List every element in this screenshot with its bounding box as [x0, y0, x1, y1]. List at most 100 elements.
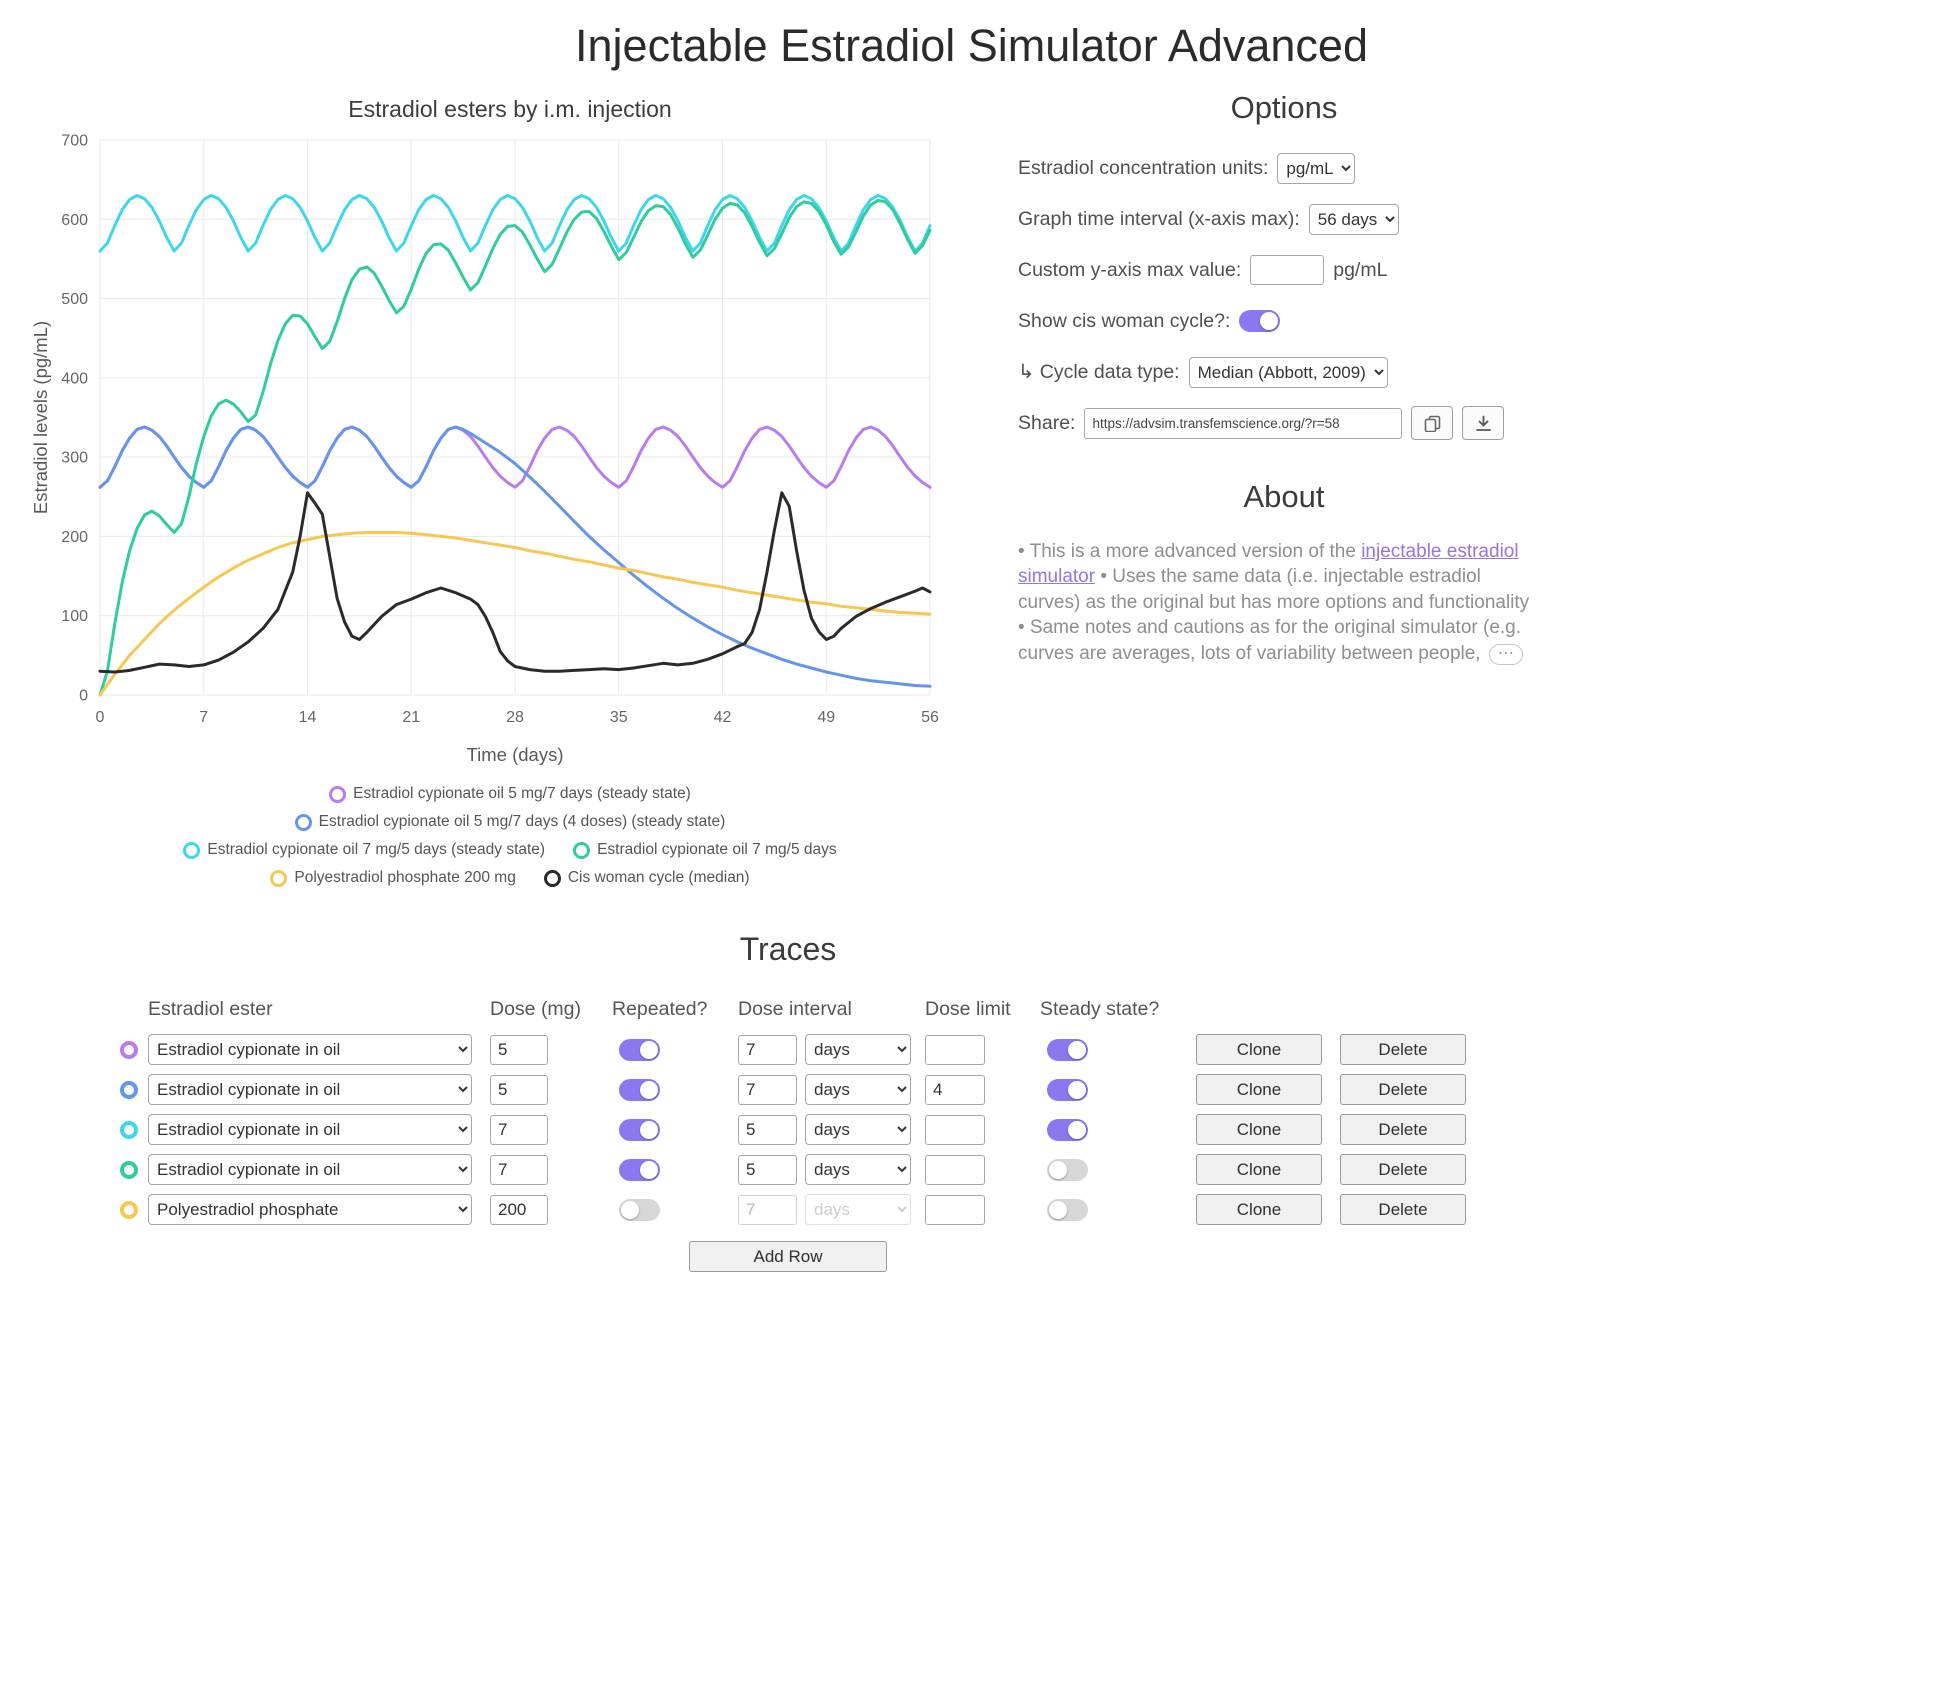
- show-cycle-toggle[interactable]: [1239, 310, 1281, 332]
- dose-interval-input[interactable]: [738, 1074, 797, 1105]
- toggle-knob: [1068, 1120, 1086, 1139]
- col-header-steady: Steady state?: [1040, 998, 1160, 1020]
- svg-text:7: 7: [199, 709, 208, 726]
- expand-about-button[interactable]: ⋯: [1488, 643, 1523, 665]
- delete-button[interactable]: Delete: [1340, 1194, 1466, 1225]
- trace-color-dot: [120, 1160, 138, 1179]
- dose-interval-input[interactable]: [738, 1154, 797, 1185]
- toggle-knob: [1049, 1160, 1067, 1179]
- delete-button[interactable]: Delete: [1340, 1114, 1466, 1145]
- dose-input[interactable]: [490, 1154, 548, 1185]
- dose-interval-input[interactable]: [738, 1114, 797, 1145]
- steady-state-toggle[interactable]: [1047, 1158, 1088, 1181]
- page-title: Injectable Estradiol Simulator Advanced: [575, 20, 1368, 71]
- repeated-toggle[interactable]: [619, 1038, 660, 1061]
- svg-text:Time (days): Time (days): [467, 744, 564, 765]
- toggle-knob: [640, 1040, 658, 1059]
- ymax-input[interactable]: [1250, 255, 1325, 285]
- steady-state-toggle[interactable]: [1047, 1198, 1088, 1221]
- svg-text:42: 42: [714, 709, 732, 726]
- steady-state-toggle[interactable]: [1047, 1078, 1088, 1101]
- trace-color-dot: [120, 1200, 138, 1219]
- cycle-type-row: ↳ Cycle data type: Median (Abbott, 2009): [1018, 354, 1550, 390]
- clone-button[interactable]: Clone: [1196, 1194, 1322, 1225]
- legend-color-dot: [270, 869, 288, 887]
- svg-text:49: 49: [817, 709, 835, 726]
- options-panel: Options Estradiol concentration units: p…: [1018, 86, 1550, 666]
- estradiol-chart: 0 100 200 300 400 500 600 700 0 7 14 21 28 35 42 49 56 Ti…: [30, 133, 939, 766]
- about-text: • This is a more advanced version of the…: [1018, 539, 1530, 666]
- interval-unit-select[interactable]: days: [805, 1154, 911, 1185]
- ester-select[interactable]: Estradiol cypionate in oil: [148, 1154, 472, 1185]
- svg-text:Estradiol levels (pg/mL): Estradiol levels (pg/mL): [30, 321, 51, 514]
- dose-input[interactable]: [490, 1114, 548, 1145]
- toggle-knob: [1260, 312, 1279, 330]
- svg-text:100: 100: [61, 608, 88, 625]
- toggle-knob: [640, 1160, 658, 1179]
- interval-unit-select[interactable]: days: [805, 1074, 911, 1105]
- dose-limit-input[interactable]: [925, 1154, 985, 1185]
- clone-button[interactable]: Clone: [1196, 1114, 1322, 1145]
- share-url-input[interactable]: [1084, 407, 1403, 439]
- clone-button[interactable]: Clone: [1196, 1074, 1322, 1105]
- cycle-type-select[interactable]: Median (Abbott, 2009): [1188, 356, 1388, 388]
- dose-interval-input[interactable]: [738, 1034, 797, 1065]
- add-row-button[interactable]: Add Row: [689, 1241, 887, 1272]
- steady-state-toggle[interactable]: [1047, 1118, 1088, 1141]
- trace-row: Estradiol cypionate in oil days Clone Delet…: [110, 1114, 1466, 1145]
- interval-unit-select[interactable]: days: [805, 1194, 911, 1225]
- legend-item[interactable]: Estradiol cypionate oil 5 mg/7 days (ste…: [329, 785, 691, 803]
- ester-select[interactable]: Polyestradiol phosphate: [148, 1194, 472, 1225]
- simulator-link[interactable]: injectable estradiol simulator: [1018, 541, 1519, 588]
- ester-select[interactable]: Estradiol cypionate in oil: [148, 1074, 472, 1105]
- trace-row: Estradiol cypionate in oil days Clone Delet…: [110, 1074, 1466, 1105]
- clone-button[interactable]: Clone: [1196, 1154, 1322, 1185]
- toggle-knob: [1068, 1040, 1086, 1059]
- dose-input[interactable]: [490, 1074, 548, 1105]
- repeated-toggle[interactable]: [619, 1078, 660, 1101]
- repeated-toggle[interactable]: [619, 1118, 660, 1141]
- svg-text:28: 28: [506, 709, 524, 726]
- dose-limit-input[interactable]: [925, 1194, 985, 1225]
- copy-share-button[interactable]: [1411, 406, 1454, 440]
- traces-rows: Estradiol cypionate in oil days Clone Delet…: [110, 1034, 1466, 1225]
- clone-button[interactable]: Clone: [1196, 1034, 1322, 1065]
- download-button[interactable]: [1462, 406, 1505, 440]
- repeated-toggle[interactable]: [619, 1198, 660, 1221]
- dose-limit-input[interactable]: [925, 1074, 985, 1105]
- legend-color-dot: [183, 841, 201, 859]
- time-interval-select[interactable]: 56 days: [1308, 203, 1399, 235]
- dose-limit-input[interactable]: [925, 1034, 985, 1065]
- legend-item[interactable]: Estradiol cypionate oil 7 mg/5 days (ste…: [183, 841, 545, 859]
- delete-button[interactable]: Delete: [1340, 1154, 1466, 1185]
- legend-item[interactable]: Estradiol cypionate oil 5 mg/7 days (4 d…: [294, 813, 725, 831]
- ester-select[interactable]: Estradiol cypionate in oil: [148, 1114, 472, 1145]
- delete-button[interactable]: Delete: [1340, 1034, 1466, 1065]
- interval-unit-select[interactable]: days: [805, 1034, 911, 1065]
- legend-item[interactable]: Polyestradiol phosphate 200 mg: [270, 869, 516, 887]
- legend-item[interactable]: Cis woman cycle (median): [543, 869, 750, 887]
- trace-color-dot: [120, 1080, 138, 1099]
- interval-unit-select[interactable]: days: [805, 1114, 911, 1145]
- chart-title: Estradiol esters by i.m. injection: [348, 96, 672, 122]
- ymax-suffix: pg/mL: [1333, 258, 1388, 281]
- dose-input[interactable]: [490, 1194, 548, 1225]
- options-heading: Options: [1230, 90, 1338, 125]
- repeated-toggle[interactable]: [619, 1158, 660, 1181]
- units-select[interactable]: pg/mL: [1277, 152, 1356, 184]
- steady-state-toggle[interactable]: [1047, 1038, 1088, 1061]
- ester-select[interactable]: Estradiol cypionate in oil: [148, 1034, 472, 1065]
- dose-input[interactable]: [490, 1034, 548, 1065]
- dose-interval-input[interactable]: [738, 1194, 797, 1225]
- toggle-knob: [1068, 1080, 1086, 1099]
- toggle-knob: [640, 1080, 658, 1099]
- main-layout: Estradiol esters by i.m. injection 0 100 2…: [0, 86, 1943, 887]
- about-heading: About: [1243, 479, 1325, 514]
- delete-button[interactable]: Delete: [1340, 1074, 1466, 1105]
- trace-color-dot: [120, 1120, 138, 1139]
- legend-item[interactable]: Estradiol cypionate oil 7 mg/5 days: [573, 841, 837, 859]
- legend-label: Estradiol cypionate oil 5 mg/7 days (ste…: [353, 785, 691, 802]
- svg-text:500: 500: [61, 291, 88, 308]
- trace-row: Polyestradiol phosphate days Clone Delete: [110, 1194, 1466, 1225]
- dose-limit-input[interactable]: [925, 1114, 985, 1145]
